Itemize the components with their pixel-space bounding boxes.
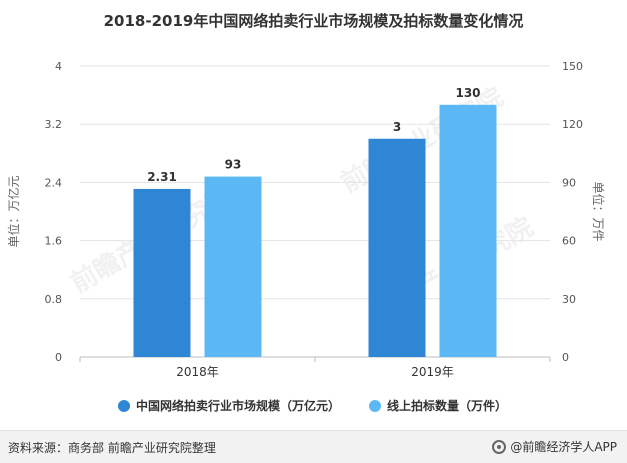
x-tick-label: 2018年	[176, 365, 219, 379]
legend-marker	[369, 400, 381, 412]
chart-canvas: 0 0 0.8 30 1.6 60 2.4 90 3.2 120 4 150 单位：万亿元 单位：万件 20…	[6, 60, 606, 413]
brand: @前瞻经济学人APP	[492, 438, 617, 455]
y-left-tick-label: 0.8	[45, 293, 63, 306]
y-left-tick-label: 1.6	[45, 235, 63, 248]
y-left-tick-label: 3.2	[45, 118, 63, 131]
y-right-tick-label: 30	[562, 293, 576, 306]
brand-label: @前瞻经济学人APP	[510, 440, 617, 454]
y-right-tick-label: 120	[562, 118, 583, 131]
bar-data-label: 3	[393, 120, 401, 134]
bar-data-label: 2.31	[147, 170, 177, 184]
y-right-tick-label: 150	[562, 60, 583, 73]
y-left-axis-title: 单位：万亿元	[6, 175, 21, 247]
bar	[439, 104, 497, 357]
x-tick-label: 2019年	[411, 365, 454, 379]
y-right-axis-title: 单位：万件	[591, 181, 606, 241]
y-left-tick-label: 0	[55, 351, 62, 364]
bar-data-label: 93	[225, 158, 242, 172]
y-right-tick-label: 60	[562, 235, 576, 248]
footer: 资料来源：商务部 前瞻产业研究院整理 @前瞻经济学人APP	[0, 430, 627, 463]
y-right-tick-label: 0	[562, 351, 569, 364]
bar-data-label: 130	[455, 86, 480, 100]
y-left-tick-label: 4	[55, 60, 62, 73]
bar	[368, 138, 426, 357]
y-right-tick-label: 90	[562, 176, 576, 189]
chart-title: 2018-2019年中国网络拍卖行业市场规模及拍标数量变化情况	[103, 12, 524, 30]
bar	[204, 176, 262, 357]
legend-marker	[118, 400, 130, 412]
source-note: 资料来源：商务部 前瞻产业研究院整理	[8, 441, 216, 455]
brand-logo-icon	[492, 439, 507, 454]
legend-label: 中国网络拍卖行业市场规模（万亿元）	[136, 398, 340, 413]
y-left-tick-label: 2.4	[45, 176, 63, 189]
legend-label: 线上拍标数量（万件）	[387, 398, 507, 413]
bar	[133, 188, 191, 357]
